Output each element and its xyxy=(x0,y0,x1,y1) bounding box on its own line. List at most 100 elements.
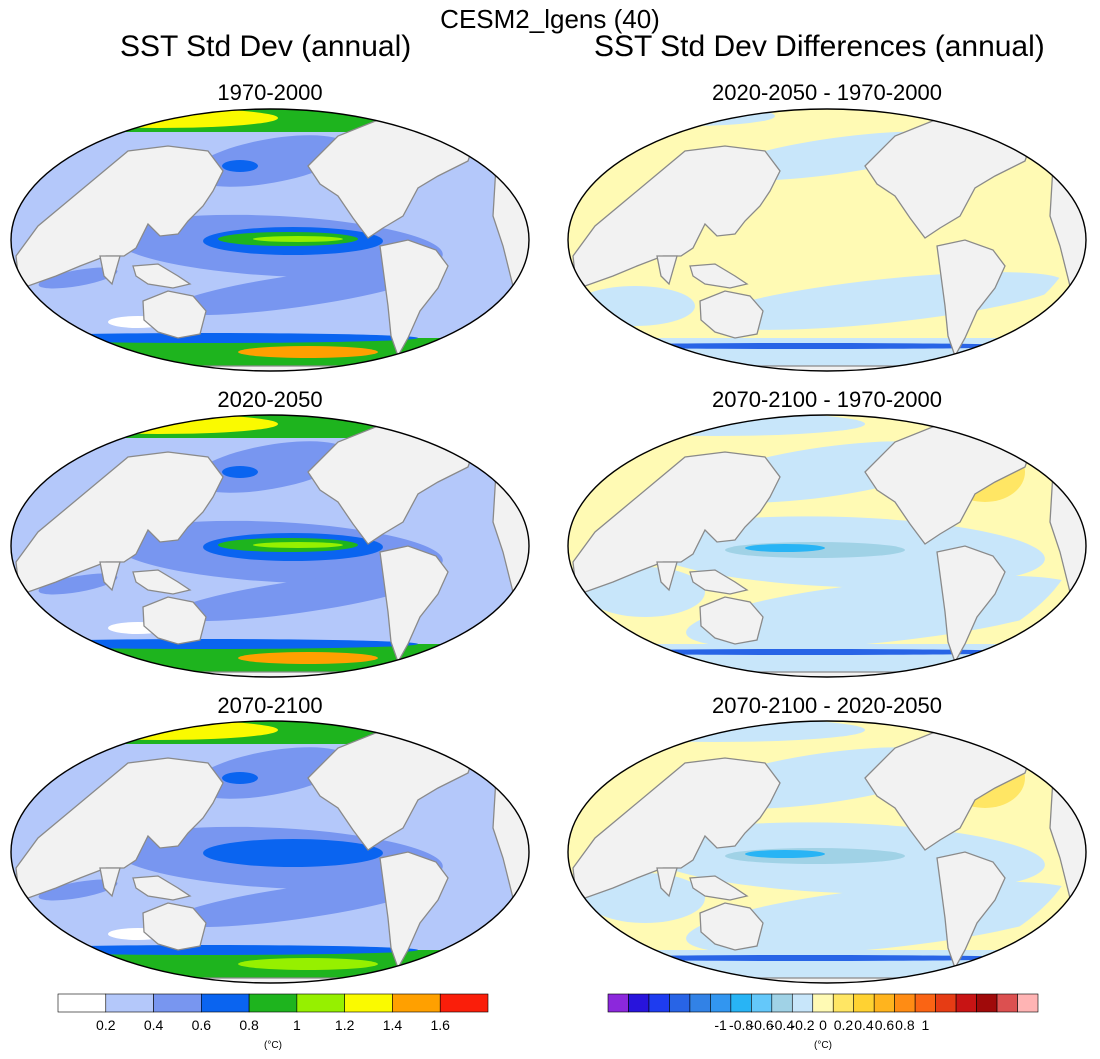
arctic-red-w xyxy=(78,724,138,740)
left-column-title: SST Std Dev (annual) xyxy=(120,30,412,63)
colorbar-swatch xyxy=(710,993,732,1013)
colorbar-tick-label: 0.2 xyxy=(834,1017,854,1033)
map-border xyxy=(10,108,530,372)
india-land xyxy=(99,867,121,898)
antarctica-land xyxy=(568,977,1086,983)
southern-ocean-strong-neg xyxy=(575,649,1035,655)
map-left-2070-2100 xyxy=(10,720,530,984)
south-america-land xyxy=(379,545,449,664)
antarctica-land xyxy=(568,671,1086,677)
colorbar-swatch xyxy=(628,993,650,1013)
white-south-2 xyxy=(34,927,62,937)
india-land xyxy=(656,867,678,898)
panel-title-right-3: 2070-2100 - 2020-2050 xyxy=(712,693,942,718)
north-pacific-0.6 xyxy=(191,747,349,799)
colorbar-swatch xyxy=(296,993,345,1013)
panel-title-left-3: 2070-2100 xyxy=(217,693,323,718)
colorbar-tick-label: 1 xyxy=(293,1017,301,1033)
colorbar-swatch xyxy=(392,993,441,1013)
kuroshio-0.8 xyxy=(222,160,258,172)
south-america-land xyxy=(936,239,1006,358)
asia-land xyxy=(15,145,224,287)
antarctica-land xyxy=(568,365,1086,371)
white-south-2 xyxy=(34,315,62,325)
colorbar-swatch xyxy=(791,993,814,1013)
colorbar-swatch xyxy=(648,993,670,1013)
colorbar-swatch xyxy=(344,993,393,1013)
indian-0.6 xyxy=(38,267,118,289)
colorbar-swatch xyxy=(730,993,752,1013)
indian-0.6 xyxy=(38,573,118,595)
colorbar-swatch xyxy=(832,993,855,1013)
south-pacific-0.6 xyxy=(169,572,427,622)
se-asia-islands xyxy=(689,875,749,901)
colorbar-swatch xyxy=(853,993,875,1013)
india-land xyxy=(99,255,121,286)
se-asia-islands xyxy=(689,569,749,595)
arctic-red-w xyxy=(78,112,138,128)
southern-ocean-strong-neg xyxy=(575,955,1035,961)
south-pacific-0.6 xyxy=(169,266,427,316)
arctic-yellow xyxy=(38,415,278,434)
map-border xyxy=(10,414,530,678)
main-title: CESM2_lgens (40) xyxy=(440,4,660,34)
colorbar-swatch xyxy=(976,993,998,1013)
colorbar-swatch xyxy=(914,993,936,1013)
kuroshio-0.8 xyxy=(222,772,258,784)
arctic-neg xyxy=(595,109,775,126)
antarctica-land xyxy=(11,365,529,371)
asia-land xyxy=(15,451,224,593)
greenland-land xyxy=(424,721,487,749)
se-asia-islands xyxy=(132,569,192,595)
indian-neg xyxy=(575,286,695,326)
north-pacific-0.6 xyxy=(191,441,349,493)
colorbar-swatch xyxy=(248,993,298,1013)
equatorial-neg-core xyxy=(745,544,825,552)
se-asia-islands xyxy=(689,263,749,289)
north-pacific-0.6 xyxy=(191,135,349,187)
asia-land xyxy=(572,451,781,593)
colorbar-tick-label: 0.4 xyxy=(144,1017,164,1033)
south-america-land xyxy=(379,239,449,358)
kuroshio-0.8 xyxy=(222,466,258,478)
arctic-neg-strong xyxy=(620,422,660,438)
colorbar-tick-label: 0.6 xyxy=(192,1017,212,1033)
south-america-land xyxy=(379,851,449,970)
greenland-land xyxy=(981,721,1044,749)
colorbar-swatch xyxy=(201,993,250,1013)
equatorial-neg-core xyxy=(745,850,825,858)
map-right-diff-2020-2050 xyxy=(567,108,1087,372)
colorbar-tick-label: 0.8 xyxy=(239,1017,259,1033)
colorbar-swatch xyxy=(935,993,957,1013)
southern-ocean-blue xyxy=(11,945,418,955)
southern-ocean-yellow xyxy=(238,652,378,664)
colorbar-tick-label: -0.6 xyxy=(750,1017,774,1033)
southern-ocean-blue xyxy=(11,333,418,343)
map-left-2020-2050 xyxy=(10,414,530,678)
south-america-land xyxy=(936,545,1006,664)
colorbar-left: 0.2 0.4 0.6 0.8 1 1.2 1.4 1.6 (°C) xyxy=(57,993,489,1051)
colorbar-tick-label: -0.4 xyxy=(770,1017,794,1033)
antarctica-land xyxy=(11,977,529,983)
colorbar-tick-label: -0.2 xyxy=(790,1017,814,1033)
colorbar-swatch xyxy=(607,993,629,1013)
right-column-title: SST Std Dev Differences (annual) xyxy=(594,30,1045,63)
colorbar-swatch xyxy=(873,993,895,1013)
map-border xyxy=(567,720,1087,984)
colorbar-swatch xyxy=(771,993,793,1013)
greenland-land xyxy=(981,415,1044,443)
india-land xyxy=(656,255,678,286)
colorbar-swatch xyxy=(57,993,107,1013)
colorbar-swatch xyxy=(894,993,916,1013)
australia-land xyxy=(699,596,764,645)
equatorial-0.8 xyxy=(203,839,383,867)
se-asia-islands xyxy=(132,875,192,901)
panel-title-right-2: 2070-2100 - 1970-2000 xyxy=(712,387,942,412)
map-border xyxy=(567,108,1087,372)
antarctica-land xyxy=(11,671,529,677)
australia-land xyxy=(142,902,207,951)
se-asia-islands xyxy=(132,263,192,289)
greenland-land xyxy=(424,109,487,137)
south-america-land xyxy=(936,851,1006,970)
colorbar-tick-label: 1.6 xyxy=(430,1017,450,1033)
